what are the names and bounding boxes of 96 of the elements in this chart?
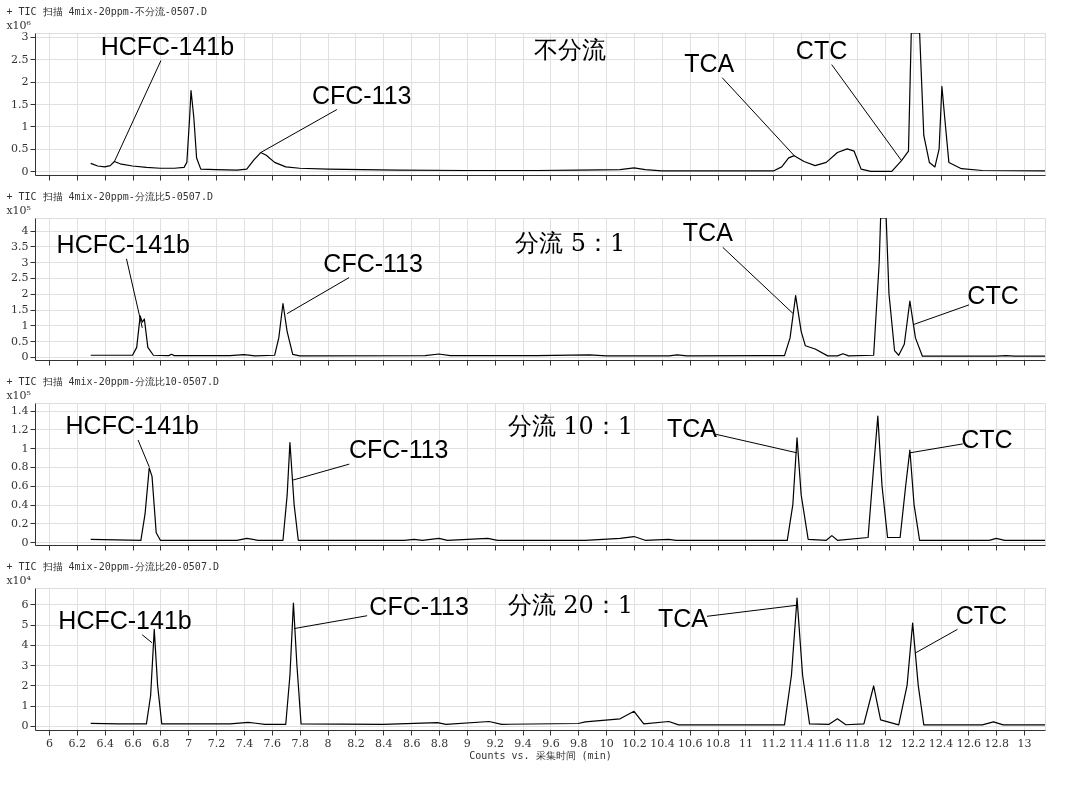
y-tick-label: 2.5 — [11, 52, 29, 66]
x-tick-label: 7.8 — [291, 736, 309, 750]
annotation: CFC-113 — [348, 435, 449, 464]
x-tick-label: 9.8 — [570, 736, 588, 750]
annotation: 分流 10：1 — [507, 412, 634, 440]
y-tick-label: 1 — [21, 441, 29, 455]
chart-title: + TIC 扫描 4mix-20ppm-分流比20-0507.D — [6, 561, 219, 572]
y-tick-label: 1.2 — [11, 422, 29, 436]
x-tick-label: 10.6 — [678, 736, 703, 750]
y-tick-label: 0.5 — [11, 334, 29, 348]
x-tick-label: 7.2 — [207, 736, 226, 750]
annotation: CFC-113 — [311, 80, 412, 109]
x-tick-label: 11.2 — [761, 736, 787, 750]
y-tick-label: 0 — [21, 719, 29, 733]
annotation: CTC — [967, 281, 1019, 310]
y-axis-title: x10⁵ — [6, 389, 31, 402]
x-tick-label: 12.2 — [900, 736, 926, 750]
y-tick-label: 3 — [21, 255, 29, 269]
x-tick-label: 9.6 — [542, 736, 560, 750]
chart-title: + TIC 扫描 4mix-20ppm-不分流-0507.D — [6, 6, 207, 17]
annotation: TCA — [667, 413, 718, 442]
annotation: HCFC-141b — [58, 605, 192, 634]
y-tick-label: 2 — [21, 287, 29, 301]
y-tick-label: 5 — [21, 618, 29, 632]
annotation: CTC — [955, 600, 1008, 629]
annotation: TCA — [682, 218, 734, 247]
y-tick-label: 0.5 — [11, 142, 29, 156]
y-axis-title: x10⁴ — [6, 574, 32, 587]
y-tick-label: 2 — [21, 678, 29, 692]
chart-title: + TIC 扫描 4mix-20ppm-分流比10-0507.D — [6, 376, 219, 387]
annotation: 分流 5：1 — [515, 229, 626, 257]
x-tick-label: 9 — [463, 736, 471, 750]
y-tick-label: 0.4 — [11, 498, 29, 512]
annotation: CFC-113 — [323, 248, 423, 277]
y-tick-label: 0 — [21, 164, 29, 178]
y-tick-label: 3 — [21, 658, 29, 672]
y-tick-label: 0.6 — [11, 479, 29, 493]
y-tick-label: 3.5 — [11, 239, 29, 253]
x-tick-label: 6 — [45, 736, 53, 750]
x-tick-label: 7.6 — [263, 736, 282, 750]
annotation: TCA — [684, 48, 735, 77]
x-tick-label: 9.4 — [514, 736, 532, 750]
x-tick-label: 8.4 — [375, 736, 393, 750]
annotation: CTC — [961, 424, 1013, 453]
y-tick-label: 0 — [21, 535, 29, 549]
x-tick-label: 8.8 — [430, 736, 449, 750]
x-tick-label: 11 — [738, 736, 753, 750]
y-tick-label: 0 — [21, 350, 29, 364]
x-tick-label: 10.2 — [622, 736, 647, 750]
x-tick-label: 6.2 — [68, 736, 87, 750]
y-tick-label: 1.5 — [11, 303, 29, 317]
y-tick-label: 1.5 — [11, 97, 29, 111]
y-tick-label: 1.4 — [11, 404, 29, 418]
y-tick-label: 2 — [21, 75, 29, 89]
x-tick-label: 11.8 — [845, 736, 870, 750]
y-tick-label: 1 — [21, 318, 29, 332]
y-tick-label: 1 — [21, 119, 29, 133]
x-tick-label: 10.8 — [705, 736, 731, 750]
x-tick-label: 10 — [599, 736, 614, 750]
x-tick-label: 13 — [1017, 736, 1032, 750]
x-axis-title: Counts vs. 采集时间 (min) — [469, 749, 612, 761]
x-tick-label: 12.4 — [928, 736, 954, 750]
x-tick-label: 8.2 — [347, 736, 365, 750]
y-axis-title: x10⁵ — [6, 204, 31, 217]
x-tick-label: 6.4 — [96, 736, 114, 750]
y-tick-label: 3 — [21, 30, 29, 44]
annotation: CTC — [795, 35, 848, 64]
y-tick-label: 4 — [21, 224, 29, 238]
x-tick-label: 9.2 — [486, 736, 504, 750]
annotation: HCFC-141b — [65, 410, 199, 439]
x-tick-label: 7.4 — [235, 736, 254, 750]
x-tick-label: 7 — [185, 736, 193, 750]
annotation: TCA — [658, 604, 709, 633]
y-tick-label: 0.8 — [11, 460, 29, 474]
annotation: 不分流 — [534, 36, 607, 64]
y-tick-label: 4 — [21, 638, 29, 652]
x-tick-label: 6.8 — [152, 736, 170, 750]
x-tick-label: 12.6 — [956, 736, 982, 750]
chart-title: + TIC 扫描 4mix-20ppm-分流比5-0507.D — [6, 191, 213, 202]
annotation: 分流 20：1 — [507, 591, 634, 619]
y-tick-label: 1 — [21, 699, 29, 713]
x-tick-label: 10.4 — [650, 736, 675, 750]
y-tick-label: 2.5 — [11, 271, 29, 285]
x-tick-label: 6.6 — [124, 736, 142, 750]
x-tick-label: 11.4 — [789, 736, 814, 750]
x-tick-label: 12.8 — [984, 736, 1009, 750]
y-tick-label: 0.2 — [11, 516, 29, 530]
annotation: HCFC-141b — [100, 31, 235, 60]
x-tick-label: 12 — [878, 736, 893, 750]
y-tick-label: 6 — [21, 597, 29, 611]
y-axis-title: x10⁶ — [6, 19, 32, 32]
annotation: HCFC-141b — [56, 229, 190, 258]
x-tick-label: 8.6 — [402, 736, 421, 750]
x-tick-label: 11.6 — [817, 736, 842, 750]
x-tick-label: 8 — [324, 736, 332, 750]
annotation: CFC-113 — [369, 591, 469, 620]
